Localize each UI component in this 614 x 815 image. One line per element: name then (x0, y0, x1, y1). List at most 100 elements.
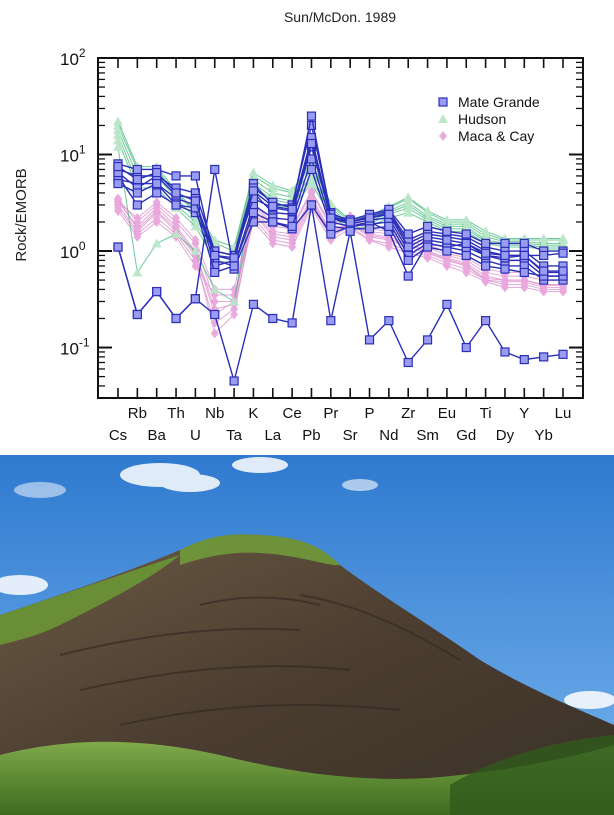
series-line (117, 129, 563, 257)
data-point (306, 120, 317, 131)
data-point (113, 124, 123, 134)
data-point (171, 313, 181, 324)
data-point (248, 299, 259, 309)
x-tick-label: Sm (416, 427, 439, 444)
data-point (461, 214, 472, 224)
data-point (248, 167, 259, 177)
spider-diagram: Sun/McDon. 1989 Rock/EMORB 102 101 100 10-1… (13, 9, 584, 444)
data-point (539, 352, 549, 362)
data-point (326, 221, 336, 231)
data-point (442, 235, 452, 245)
data-point (422, 232, 433, 242)
data-point (461, 250, 471, 261)
summit-grass (180, 534, 340, 566)
x-tick-label: Eu (438, 405, 456, 422)
data-point (480, 226, 491, 236)
data-point (152, 188, 162, 198)
data-point (481, 273, 490, 284)
data-point (132, 164, 142, 175)
data-point (422, 205, 433, 215)
legend-label: Maca & Cay (458, 128, 534, 144)
data-point (288, 231, 297, 242)
left-slope-grass (0, 555, 180, 645)
data-point (172, 223, 181, 234)
data-point (152, 216, 161, 227)
data-point (500, 238, 510, 248)
x-tick-label: Zr (401, 405, 415, 422)
data-point (520, 275, 529, 286)
data-point (132, 174, 142, 185)
y-tick-label: 100 (60, 239, 86, 262)
right-hill (450, 735, 614, 815)
data-point (364, 224, 375, 234)
x-tick-label: Y (519, 405, 529, 422)
data-point (113, 141, 123, 151)
data-point (152, 286, 162, 297)
x-tick-label: Ti (480, 405, 492, 422)
data-point (132, 309, 142, 320)
data-point (500, 250, 510, 261)
data-point (190, 221, 201, 231)
x-tick-label: La (264, 427, 281, 444)
data-point (190, 171, 200, 181)
data-point (229, 253, 239, 263)
data-point (462, 259, 471, 270)
x-tick-label: P (365, 405, 375, 422)
data-point (422, 221, 433, 231)
data-point (152, 197, 161, 208)
data-point (384, 209, 394, 219)
data-point (152, 167, 162, 178)
data-point (114, 205, 122, 216)
data-point (191, 235, 200, 246)
x-tick-label: Rb (128, 405, 147, 422)
legend-marker (438, 114, 448, 123)
data-point (500, 264, 510, 274)
data-point (268, 217, 278, 227)
data-point (539, 266, 549, 276)
data-point (442, 260, 451, 271)
data-point (326, 229, 336, 239)
data-point (230, 309, 239, 320)
data-point (287, 221, 297, 231)
data-point (519, 250, 529, 261)
data-point (114, 194, 122, 205)
data-point (403, 229, 413, 239)
data-point (481, 248, 491, 258)
data-point (500, 275, 509, 286)
x-tick-label: Th (167, 405, 185, 422)
data-point (132, 188, 142, 198)
x-tick-label: Gd (456, 427, 476, 444)
data-point (268, 229, 277, 240)
x-tick-label: Yb (534, 427, 552, 444)
data-point (172, 212, 181, 223)
data-point (326, 316, 336, 326)
data-point (152, 178, 162, 189)
data-point (519, 267, 529, 278)
data-point (442, 246, 452, 256)
data-point (461, 229, 471, 239)
data-point (345, 217, 355, 227)
legend-label: Hudson (458, 111, 506, 127)
legend-marker (439, 131, 447, 141)
data-point (190, 246, 201, 256)
data-point (481, 316, 491, 326)
data-point (268, 238, 277, 249)
data-point (171, 229, 182, 239)
data-point (403, 202, 414, 212)
x-tick-label: Pr (323, 405, 338, 422)
data-point (113, 161, 123, 172)
data-point (132, 200, 142, 210)
x-tick-label: Lu (555, 405, 572, 422)
data-point (210, 250, 220, 261)
mountain-photo (0, 455, 614, 815)
data-point (230, 304, 239, 315)
data-point (384, 242, 393, 253)
data-point (113, 116, 123, 126)
data-point (113, 135, 123, 145)
data-point (133, 223, 142, 234)
data-point (364, 335, 375, 345)
data-point (248, 186, 259, 196)
data-point (441, 214, 452, 224)
